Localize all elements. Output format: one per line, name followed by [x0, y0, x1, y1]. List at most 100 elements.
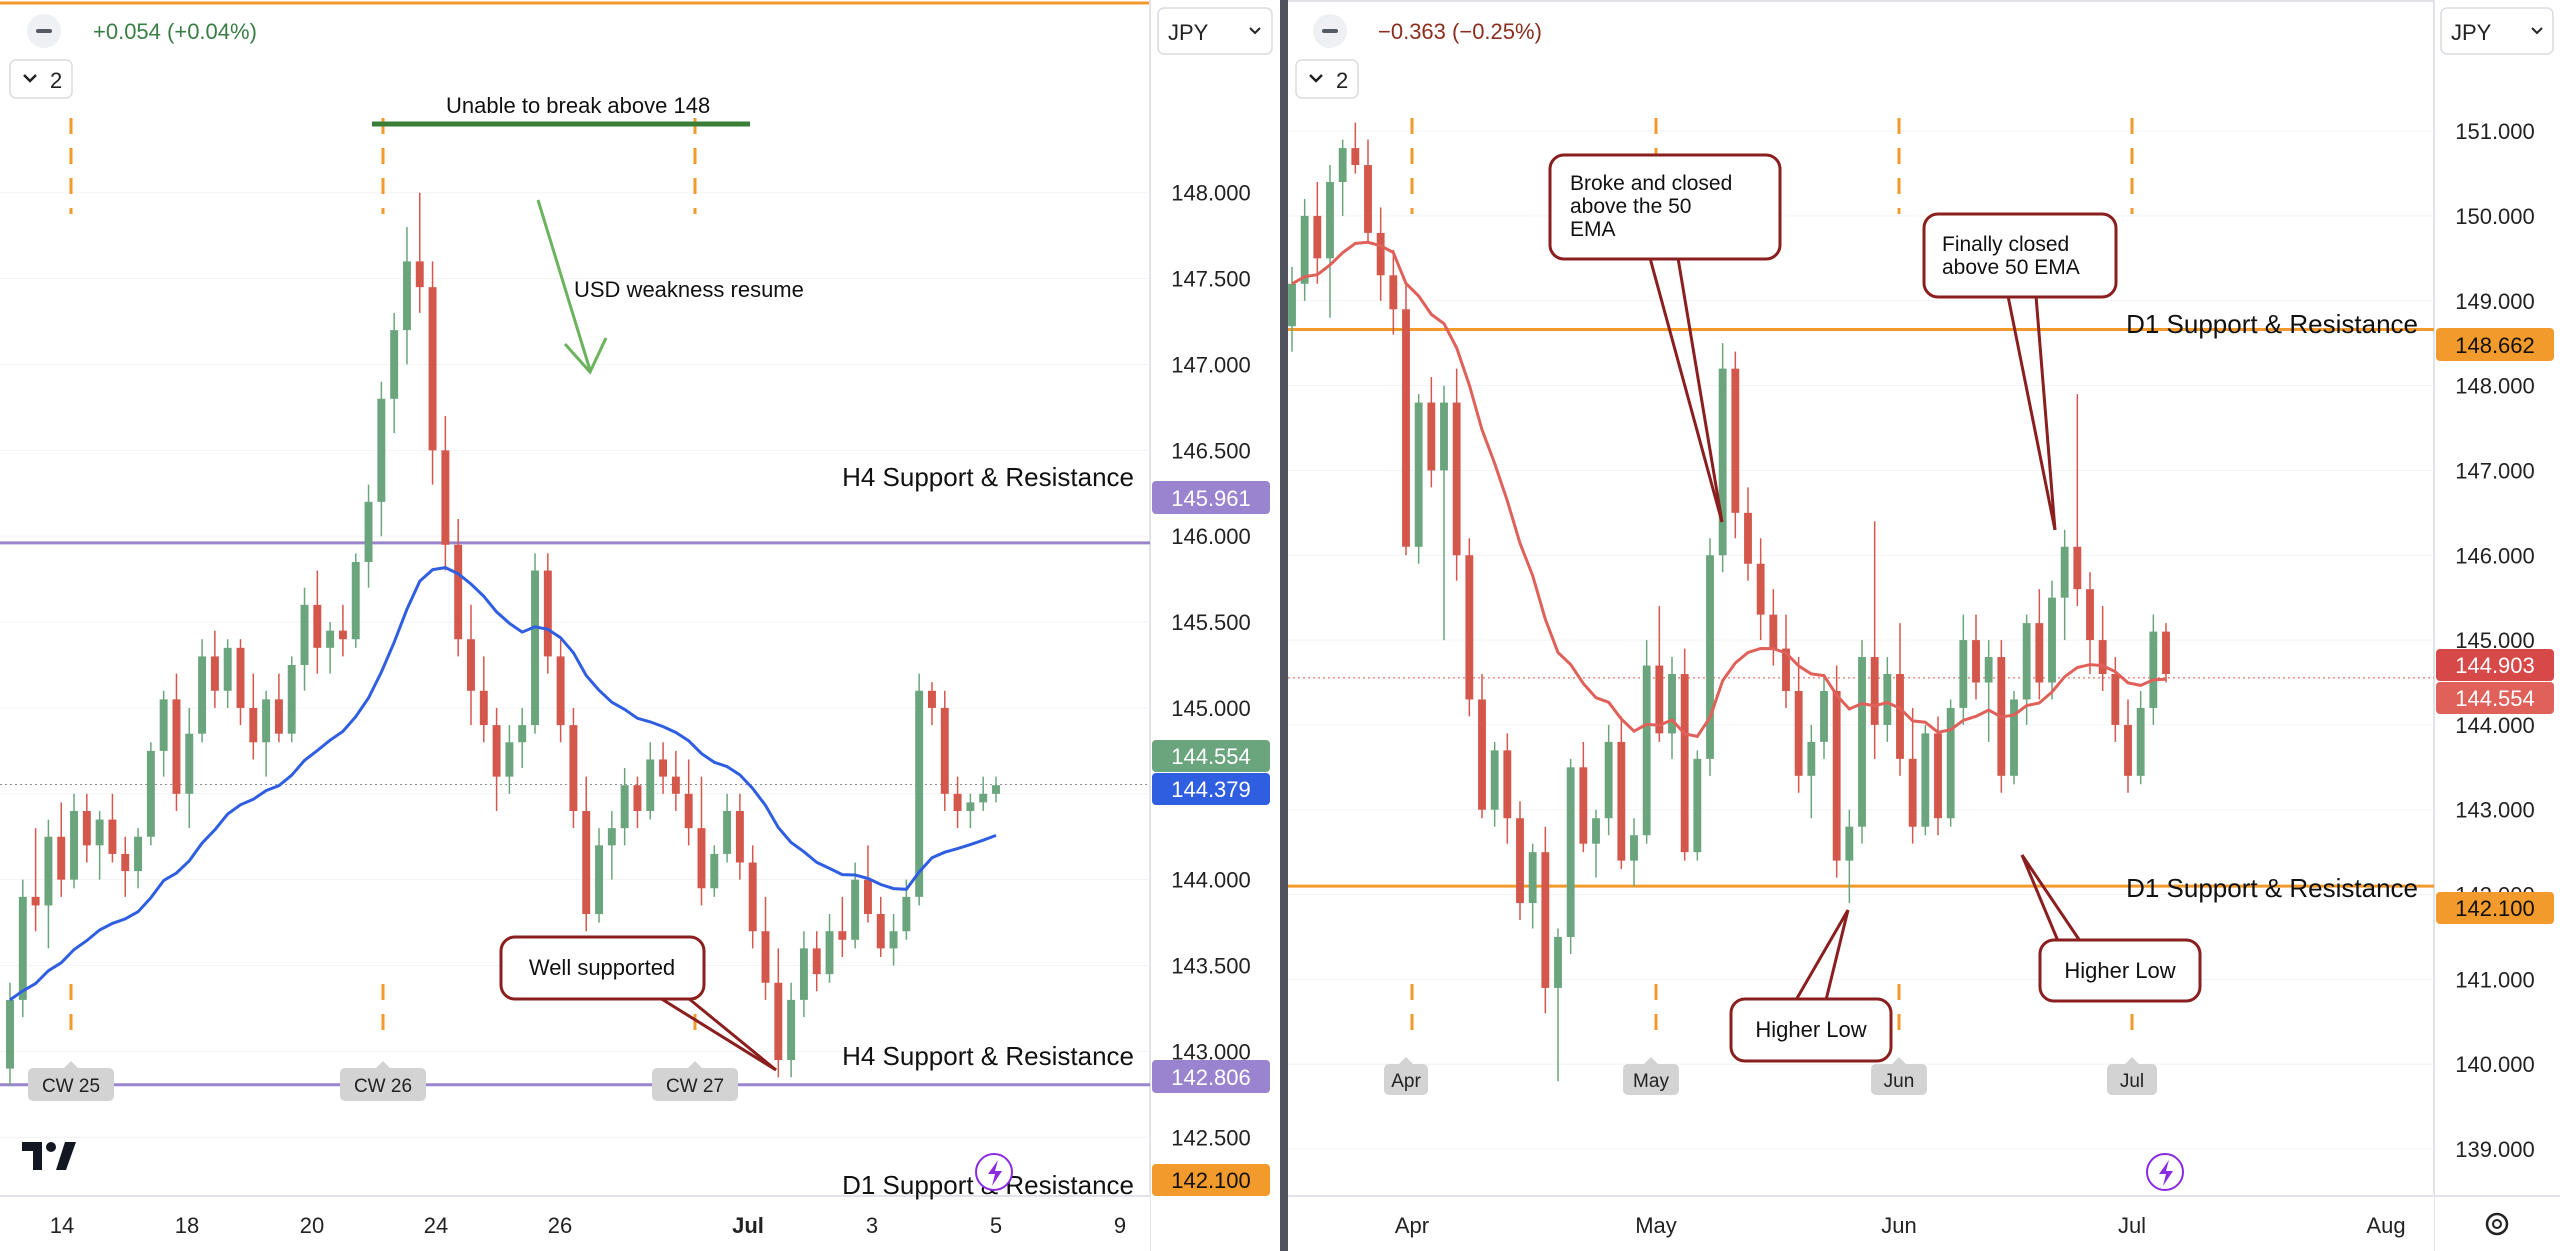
- candle-body: [134, 836, 143, 872]
- indicator-count-button-left[interactable]: 2: [9, 59, 73, 99]
- d1-time-axis[interactable]: [1288, 1194, 2434, 1251]
- h4-ema-line: [9, 566, 997, 1002]
- chevron-down-icon: [23, 74, 37, 83]
- candle-body: [1820, 690, 1828, 742]
- price-tick-label: 139.000: [2455, 1137, 2535, 1162]
- candle-body: [825, 931, 834, 975]
- candle-body: [1921, 733, 1930, 827]
- h4-chart-panel[interactable]: +0.054 (+0.04%) 2 JPY Unable to break ab…: [0, 0, 1280, 1251]
- tradingview-logo: [22, 1142, 76, 1170]
- price-tick-label: 146.000: [2455, 543, 2535, 568]
- candle-body: [1984, 657, 1993, 683]
- candle-body: [441, 450, 450, 545]
- price-tick-label: 147.000: [1171, 352, 1251, 377]
- candle-body: [1858, 657, 1866, 827]
- month-pill-jul-label: Jul: [2120, 1071, 2144, 1092]
- candle-body: [531, 570, 539, 726]
- tag-h4-lower: 142.806: [1152, 1060, 1270, 1093]
- lightning-icon[interactable]: [2146, 1153, 2184, 1191]
- tag-last-left: 144.554: [1152, 740, 1270, 772]
- candle-body: [402, 261, 411, 331]
- candle-body: [748, 862, 757, 932]
- h4-time-axis[interactable]: [0, 1194, 1150, 1251]
- candle-body: [492, 725, 501, 777]
- candle-body: [1832, 690, 1841, 861]
- time-tick-label: Jul: [2118, 1213, 2146, 1238]
- candle-body: [2035, 623, 2044, 683]
- candle-body: [1744, 512, 1752, 564]
- time-tick-label: Jun: [1881, 1213, 1916, 1238]
- tag-ema-left-text: 144.379: [1171, 777, 1251, 802]
- candle-body: [607, 828, 616, 846]
- candle-body: [2149, 631, 2158, 708]
- callout-higher-low-2: Higher Low: [2020, 854, 2202, 1003]
- currency-select-right[interactable]: JPY: [2440, 7, 2554, 55]
- indicator-count-button-right[interactable]: 2: [1295, 59, 1359, 99]
- candle-body: [70, 810, 78, 880]
- d1-gridlines: [1288, 130, 2434, 1150]
- candle-body: [1465, 555, 1474, 700]
- candle-body: [1490, 750, 1499, 810]
- panel-divider[interactable]: [1280, 0, 1288, 1251]
- label-h4-lower: H4 Support & Resistance: [842, 1041, 1134, 1071]
- candle-body: [1693, 758, 1702, 853]
- d1-levels: [1288, 327, 2434, 888]
- time-tick-label: 20: [300, 1213, 324, 1238]
- time-tick-label: 3: [866, 1213, 878, 1238]
- callout-higher-low-1: Higher Low: [1729, 909, 1893, 1063]
- currency-select-left[interactable]: JPY: [1157, 7, 1273, 55]
- tag-d1-upper: 148.662: [2436, 328, 2554, 361]
- month-pill-jun: Jun: [1871, 1057, 1927, 1095]
- candle-body: [1972, 640, 1980, 683]
- candle-body: [1642, 665, 1651, 836]
- time-tick-label: 18: [175, 1213, 199, 1238]
- candle-body: [1528, 852, 1537, 904]
- settings-gear-icon[interactable]: [2485, 1212, 2509, 1236]
- annotation-unable-break: Unable to break above 148: [446, 93, 710, 118]
- tag-d1-upper-text: 148.662: [2455, 333, 2535, 358]
- d1-chart-panel[interactable]: −0.363 (−0.25%) 2 JPY D1 Support & Resis…: [1288, 0, 2560, 1251]
- candle-body: [2073, 546, 2082, 590]
- minus-icon: [1322, 29, 1338, 33]
- candle-body: [95, 819, 104, 846]
- candle-body: [1604, 741, 1613, 819]
- candle-body: [569, 725, 578, 811]
- candle-body: [313, 604, 322, 648]
- price-tick-label: 148.000: [1171, 181, 1251, 206]
- time-tick-label: Jul: [732, 1213, 764, 1238]
- price-tick-label: 148.000: [2455, 374, 2535, 399]
- time-tick-label: Apr: [1395, 1213, 1429, 1238]
- candle-body: [1668, 674, 1676, 734]
- candle-body: [1313, 215, 1322, 259]
- candle-body: [390, 330, 399, 399]
- candle-body: [1402, 309, 1410, 547]
- tag-ema-right: 144.903: [2436, 649, 2554, 681]
- candle-body: [518, 725, 527, 743]
- candle-body: [1376, 232, 1385, 276]
- candle-body: [620, 785, 629, 829]
- candle-body: [1452, 402, 1461, 556]
- time-tick-label: 9: [1114, 1213, 1126, 1238]
- h4-price-axis[interactable]: [1150, 0, 1280, 1251]
- candle-body: [1706, 555, 1714, 759]
- price-tick-label: 151.000: [2455, 119, 2535, 144]
- candle-body: [889, 931, 898, 949]
- collapse-toggle-left[interactable]: [27, 14, 61, 48]
- candle-body: [979, 793, 988, 803]
- tag-d1-left-text: 142.100: [1171, 1168, 1251, 1193]
- collapse-toggle-right[interactable]: [1313, 14, 1347, 48]
- tag-last-left-text: 144.554: [1171, 744, 1251, 769]
- lightning-icon[interactable]: [975, 1153, 1013, 1191]
- callout-finally-line-1: Finally closed: [1942, 233, 2069, 256]
- d1-price-axis[interactable]: [2434, 0, 2560, 1251]
- month-pill-apr: Apr: [1384, 1057, 1428, 1095]
- candle-body: [274, 699, 283, 734]
- candle-body: [287, 665, 296, 734]
- candle-body: [1579, 767, 1588, 844]
- month-pill-jul: Jul: [2107, 1057, 2157, 1095]
- candle-body: [351, 561, 360, 640]
- week-pill-cw26-label: CW 26: [354, 1076, 412, 1097]
- price-change-left: +0.054 (+0.04%): [93, 19, 257, 44]
- candle-body: [723, 810, 732, 854]
- week-pill-cw25: CW 25: [28, 1061, 114, 1101]
